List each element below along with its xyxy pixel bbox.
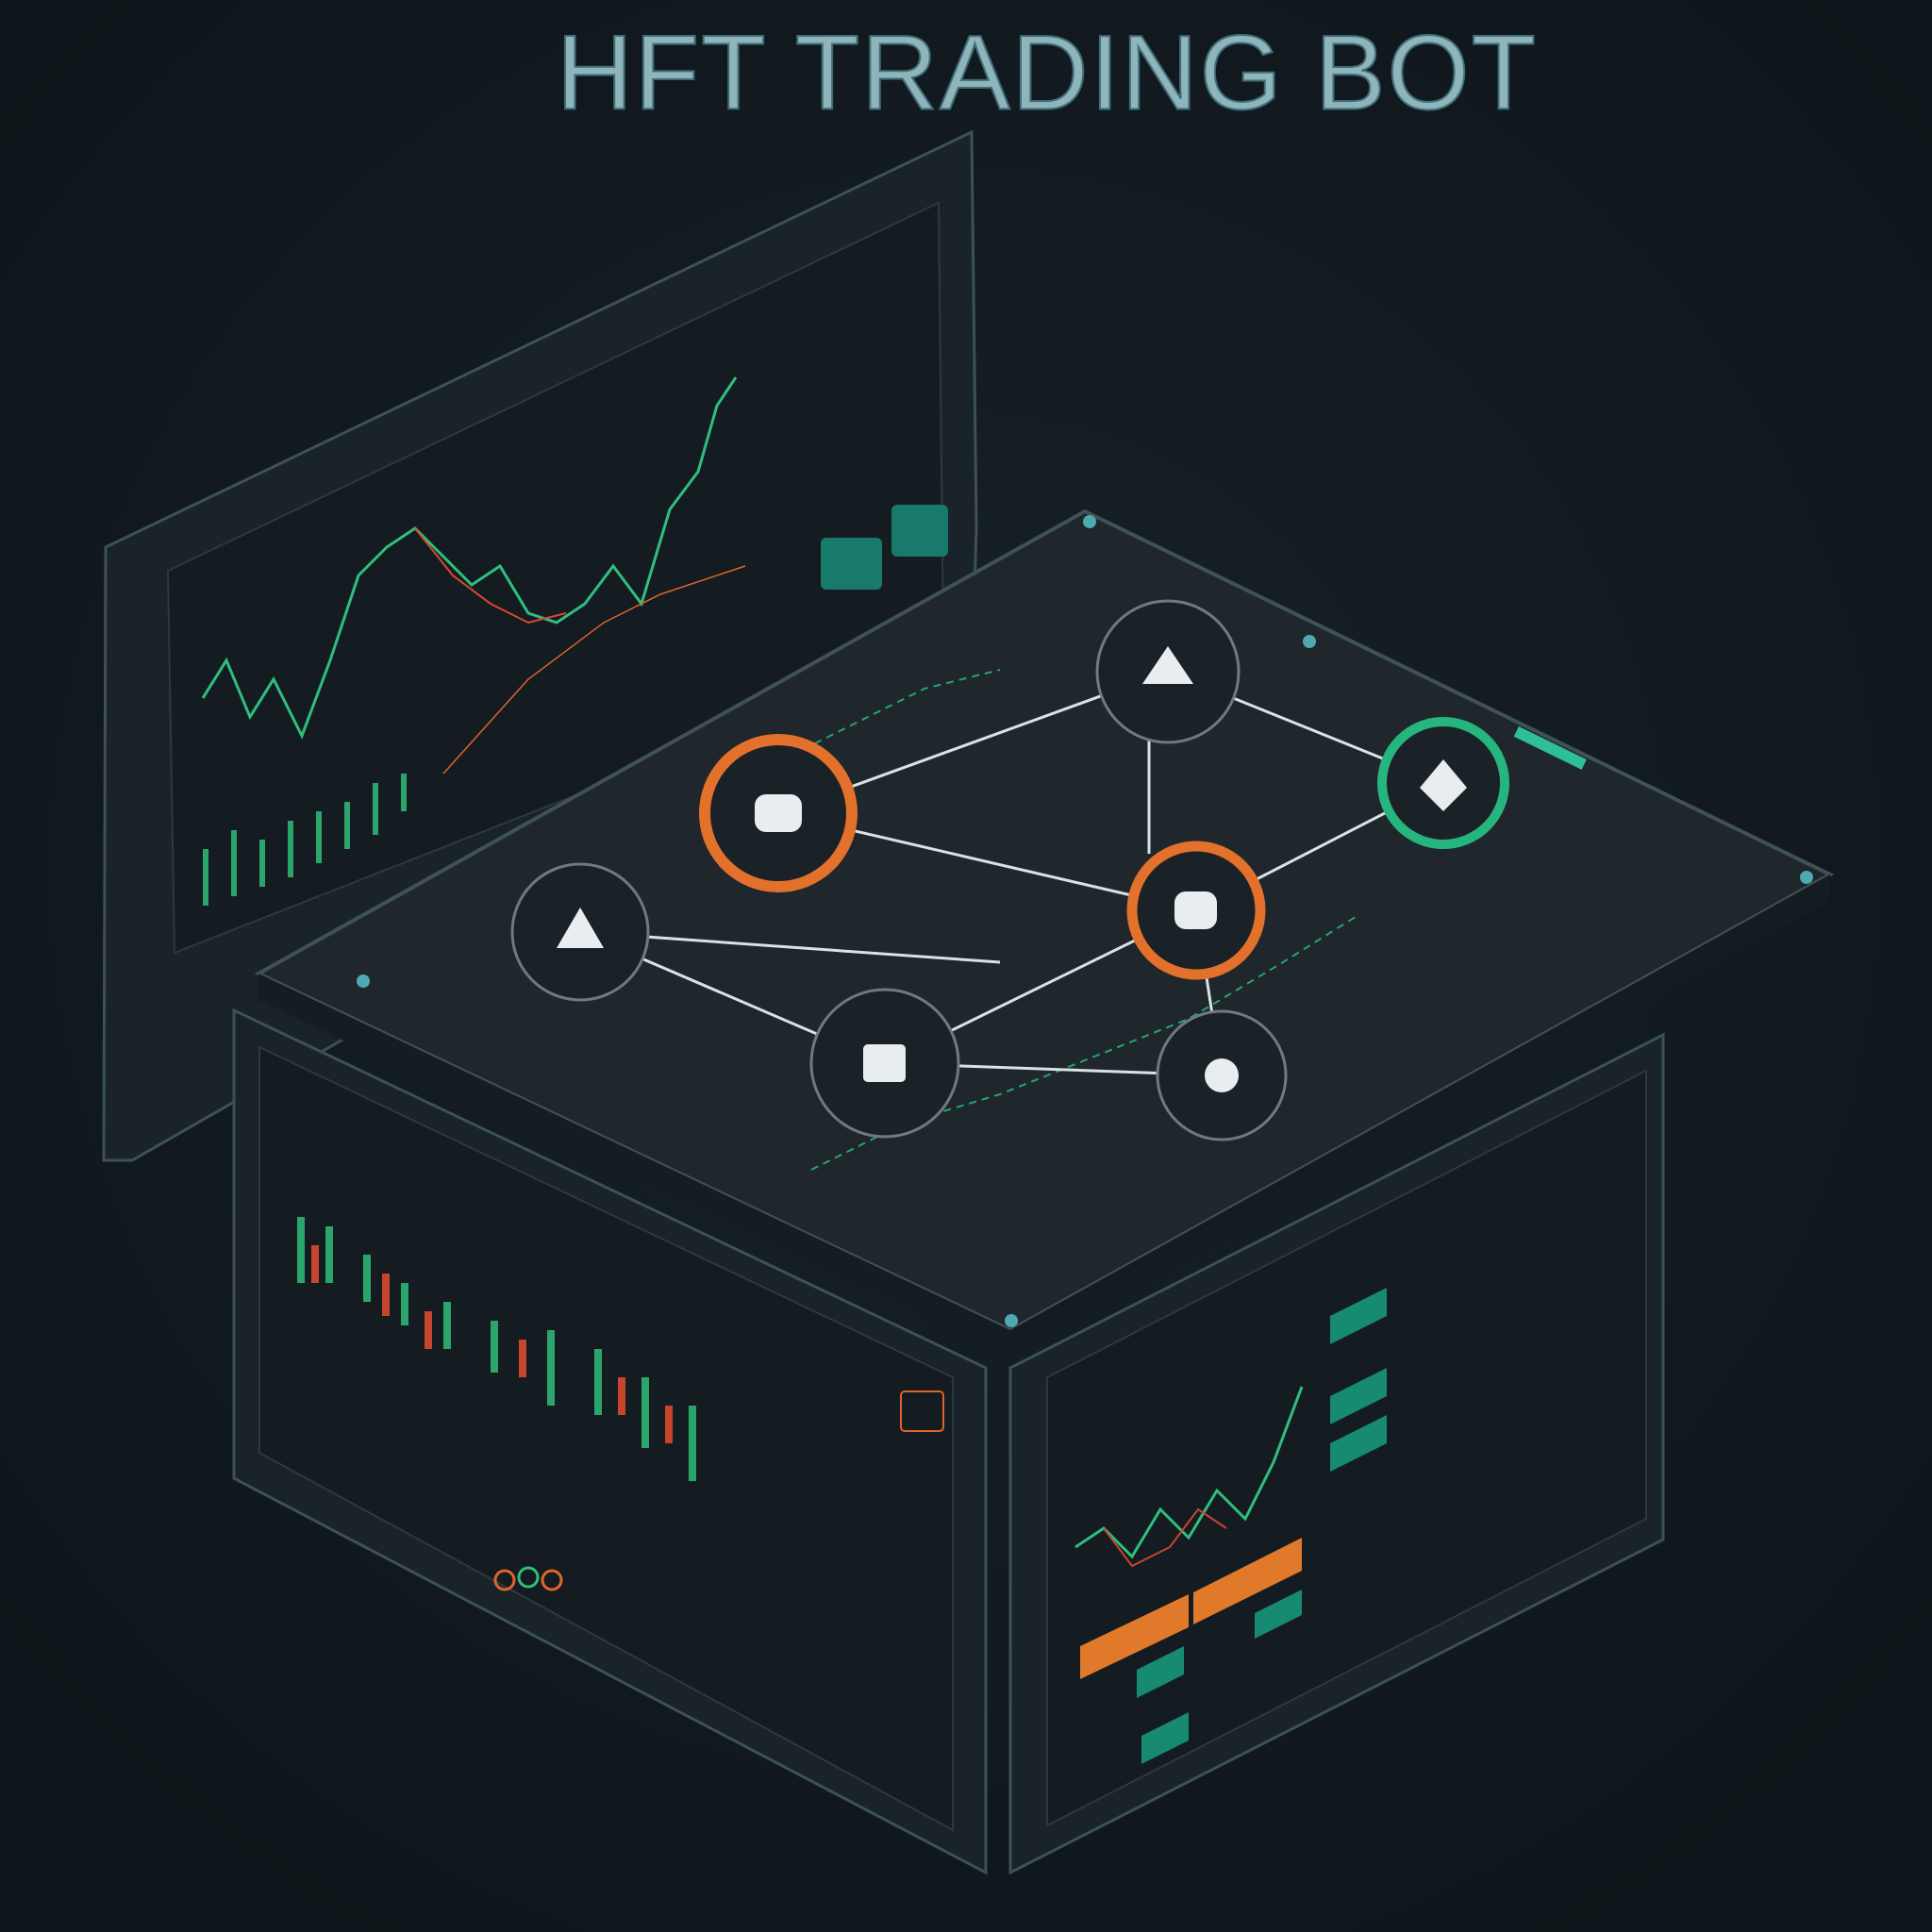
back-monitor-g-rect — [344, 802, 350, 849]
front-left-panel-g-rect — [401, 1283, 408, 1325]
front-left-panel-g-rect — [665, 1406, 673, 1443]
front-right-panel-polygon — [1141, 1712, 1189, 1764]
front-right-panel-polygon — [1330, 1288, 1387, 1344]
back-monitor-g-rect — [373, 783, 378, 835]
front-left-panel-g-rect — [491, 1321, 498, 1373]
front-right-panel-polygon — [1255, 1590, 1302, 1639]
back-monitor — [102, 129, 978, 1162]
front-left-panel-g-rect — [618, 1377, 625, 1415]
network-board-g-rect — [1174, 891, 1217, 929]
front-left-panel-circle — [517, 1566, 540, 1589]
front-left-panel-g-rect — [425, 1311, 432, 1349]
front-left-panel-g-rect — [443, 1302, 451, 1349]
front-left-panel-g-rect — [519, 1340, 526, 1377]
back-monitor-g-rect — [203, 849, 208, 906]
back-monitor-g-rect — [259, 840, 265, 887]
network-board-g-polygon — [1142, 646, 1193, 684]
front-right-panel — [1008, 1032, 1665, 1875]
front-left-panel-g-rect — [297, 1217, 305, 1283]
front-left-panel-g-rect — [311, 1245, 319, 1283]
front-left-panel-rect — [900, 1391, 944, 1432]
front-right-panel-polygon — [1330, 1368, 1387, 1424]
front-left-panel-g — [297, 1217, 696, 1481]
network-board-polyline — [810, 914, 1359, 1171]
network-board-g-rect — [755, 794, 802, 832]
front-left-panel-circle — [541, 1569, 563, 1591]
front-left-panel — [232, 1008, 988, 1875]
back-monitor-g-rect — [401, 774, 407, 811]
back-monitor-g — [203, 774, 407, 906]
front-left-panel-g-rect — [547, 1330, 555, 1406]
front-left-panel-g-rect — [641, 1377, 649, 1448]
network-board-circle — [1083, 515, 1096, 528]
network-board-polygon — [258, 974, 1010, 1358]
back-monitor-rect — [891, 505, 948, 557]
front-left-panel-g-rect — [689, 1406, 696, 1481]
front-right-panel-polyline — [1074, 1386, 1304, 1559]
back-monitor-rect — [821, 538, 882, 590]
front-right-panel-polygon — [1330, 1415, 1387, 1472]
front-right-panel-polygon — [1193, 1538, 1302, 1624]
network-board-g-polygon — [557, 908, 604, 948]
network-board-circle — [1303, 635, 1316, 648]
network-board-g — [557, 646, 1467, 1092]
network-board-polygon — [1010, 874, 1830, 1358]
front-right-panel-polygon — [1080, 1594, 1189, 1679]
network-board-rect — [1513, 725, 1587, 770]
network-board-g-circle — [1205, 1058, 1239, 1092]
front-right-panel-polygon — [1137, 1646, 1184, 1698]
network-board-circle — [1800, 871, 1813, 884]
front-left-panel-g-rect — [594, 1349, 602, 1415]
network-board-g-rect — [863, 1044, 906, 1082]
network-board-circle — [357, 974, 370, 988]
back-monitor-g-rect — [288, 821, 293, 877]
front-left-panel-circle — [493, 1569, 516, 1591]
front-left-panel-g-rect — [325, 1226, 333, 1283]
front-left-panel-g-rect — [363, 1255, 371, 1302]
back-monitor-polyline — [414, 527, 567, 625]
network-board-polyline — [579, 930, 1001, 964]
front-right-panel-polyline — [1103, 1507, 1227, 1568]
front-left-panel-polygon — [258, 1045, 954, 1832]
network-board-polyline — [579, 908, 1224, 1076]
network-board-circle — [1005, 1314, 1018, 1327]
front-left-panel-g-rect — [382, 1274, 390, 1316]
front-left-panel-g — [311, 1245, 673, 1443]
network-board-g-polygon — [1420, 759, 1467, 811]
back-monitor-g-rect — [316, 811, 322, 863]
back-monitor-polyline — [201, 376, 738, 740]
back-monitor-polyline — [442, 565, 746, 774]
network-board — [254, 508, 1835, 1358]
page-title: HFT TRADING BOT — [557, 14, 1538, 132]
back-monitor-g-rect — [231, 830, 237, 896]
